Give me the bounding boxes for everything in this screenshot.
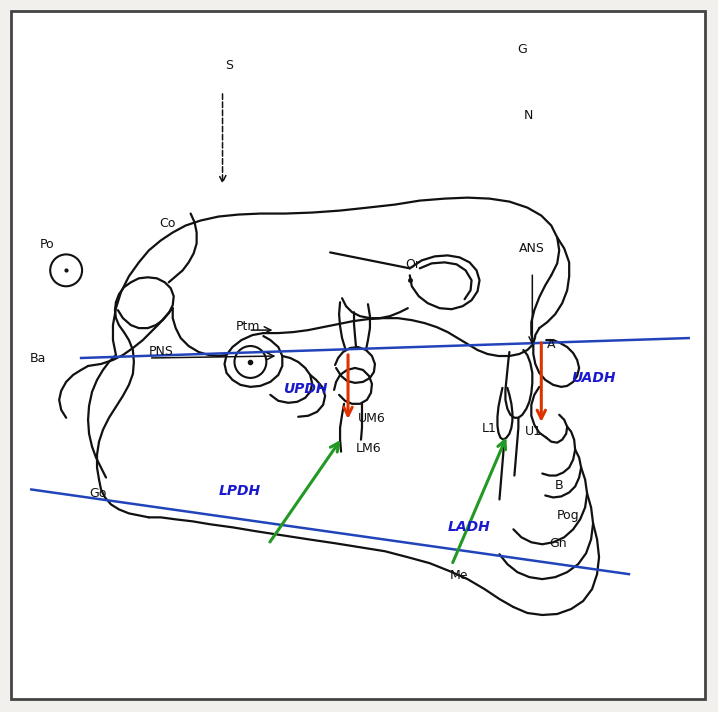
Text: U1: U1 [526,424,542,438]
Text: UM6: UM6 [358,412,386,425]
Text: LADH: LADH [447,520,490,534]
Text: Ptm: Ptm [236,320,260,333]
Text: Gn: Gn [549,538,567,550]
Text: A: A [547,338,556,351]
Text: UPDH: UPDH [284,382,328,396]
Text: PNS: PNS [149,345,174,358]
Text: G: G [518,43,527,56]
Text: Po: Po [39,239,54,251]
Text: LM6: LM6 [356,441,382,455]
Text: Me: Me [449,569,468,582]
Text: Go: Go [89,488,106,501]
Text: Co: Co [159,216,175,229]
Text: ANS: ANS [519,242,545,256]
Text: L1: L1 [482,422,496,435]
Text: N: N [523,109,533,122]
Text: Or: Or [405,258,420,271]
Text: LPDH: LPDH [218,484,261,498]
Text: UADH: UADH [572,371,615,385]
Text: Pog: Pog [557,509,580,523]
Text: S: S [225,59,233,72]
Text: B: B [555,479,564,493]
Text: Ba: Ba [29,352,46,365]
